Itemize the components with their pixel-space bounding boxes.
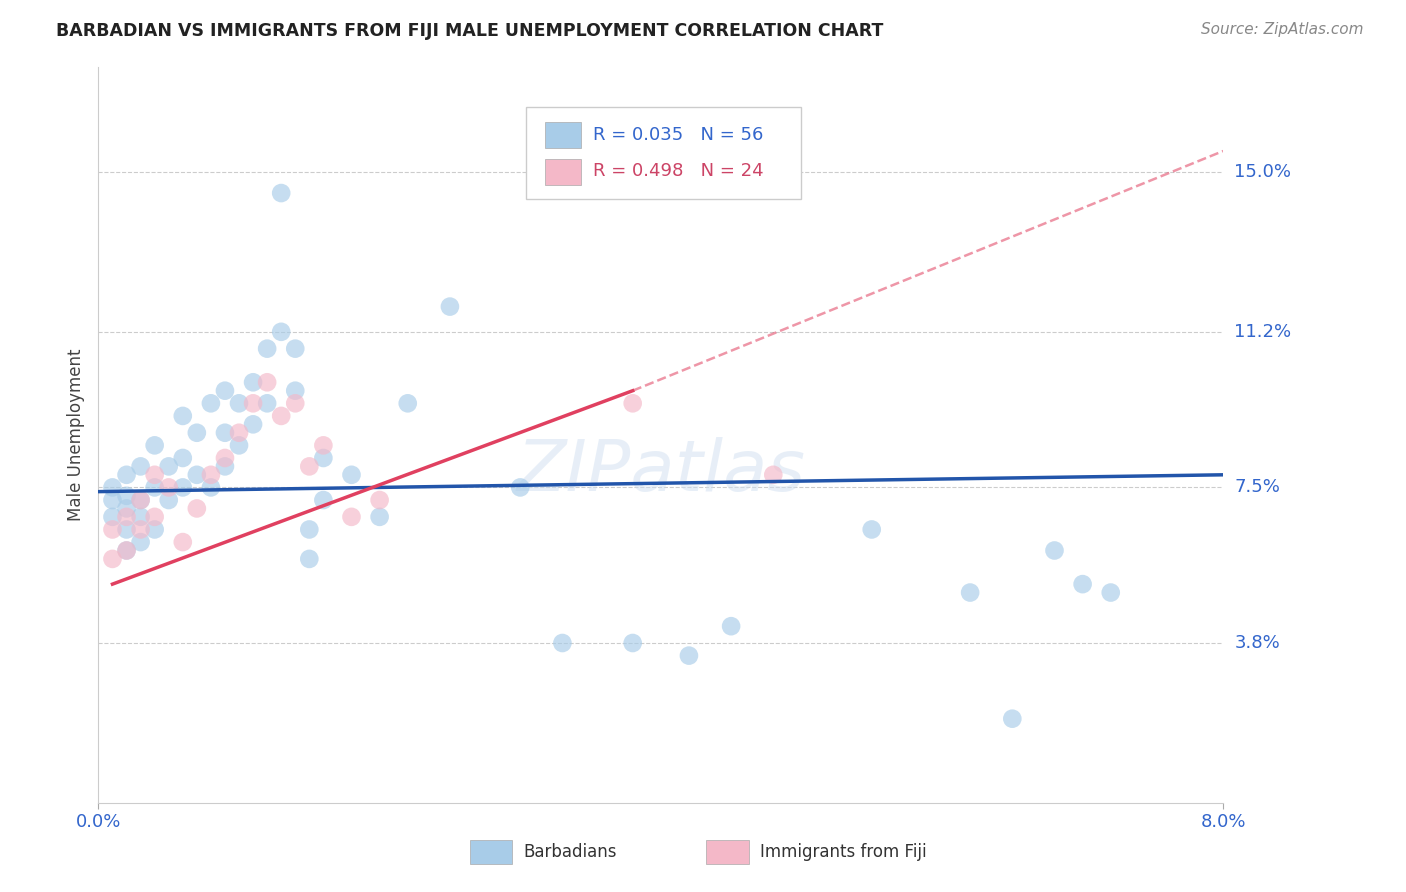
Point <box>1099 585 1122 599</box>
FancyBboxPatch shape <box>706 840 748 863</box>
Text: 3.8%: 3.8% <box>1234 634 1279 652</box>
Point <box>143 523 166 537</box>
Point <box>720 619 742 633</box>
Point <box>242 396 264 410</box>
Point <box>101 509 124 524</box>
Point <box>312 438 335 452</box>
Point <box>115 467 138 482</box>
Point <box>256 376 278 390</box>
Point <box>101 523 124 537</box>
Point <box>621 636 644 650</box>
Text: R = 0.498   N = 24: R = 0.498 N = 24 <box>593 162 763 180</box>
Point <box>214 384 236 398</box>
Point <box>157 480 180 494</box>
Point <box>129 509 152 524</box>
Point <box>228 438 250 452</box>
Point <box>242 417 264 432</box>
Text: Source: ZipAtlas.com: Source: ZipAtlas.com <box>1201 22 1364 37</box>
Point <box>228 396 250 410</box>
Point <box>129 523 152 537</box>
Point <box>214 425 236 440</box>
Point <box>186 501 208 516</box>
Point <box>200 396 222 410</box>
Point <box>312 493 335 508</box>
Point <box>115 501 138 516</box>
Text: 15.0%: 15.0% <box>1234 163 1291 181</box>
Point <box>157 493 180 508</box>
Text: Immigrants from Fiji: Immigrants from Fiji <box>759 843 927 861</box>
Point <box>298 459 321 474</box>
Point <box>186 467 208 482</box>
Point <box>439 300 461 314</box>
Point <box>860 523 883 537</box>
Point <box>143 467 166 482</box>
Point <box>340 467 363 482</box>
Point <box>115 543 138 558</box>
Point <box>1043 543 1066 558</box>
Point <box>256 342 278 356</box>
Point <box>101 552 124 566</box>
Point <box>115 543 138 558</box>
Point <box>509 480 531 494</box>
Point <box>101 480 124 494</box>
Point <box>551 636 574 650</box>
Point <box>284 342 307 356</box>
Point <box>284 384 307 398</box>
FancyBboxPatch shape <box>546 122 581 148</box>
Point <box>256 396 278 410</box>
Point <box>959 585 981 599</box>
Point <box>762 467 785 482</box>
Point <box>172 535 194 549</box>
Point <box>129 493 152 508</box>
Point <box>270 409 292 423</box>
Text: Barbadians: Barbadians <box>523 843 617 861</box>
Point <box>129 493 152 508</box>
Text: 7.5%: 7.5% <box>1234 478 1281 497</box>
Point <box>270 186 292 200</box>
Point <box>214 450 236 465</box>
Point <box>115 509 138 524</box>
Text: 11.2%: 11.2% <box>1234 323 1292 341</box>
Point <box>242 376 264 390</box>
Point <box>172 450 194 465</box>
Point <box>1001 712 1024 726</box>
Point <box>186 425 208 440</box>
Point <box>284 396 307 410</box>
Point <box>214 459 236 474</box>
Point <box>143 438 166 452</box>
Point <box>368 493 391 508</box>
Point <box>340 509 363 524</box>
Text: R = 0.035   N = 56: R = 0.035 N = 56 <box>593 126 763 144</box>
Point <box>298 552 321 566</box>
Text: ZIPatlas: ZIPatlas <box>516 437 806 506</box>
FancyBboxPatch shape <box>526 107 801 200</box>
Point <box>143 480 166 494</box>
Point <box>396 396 419 410</box>
Point <box>200 467 222 482</box>
Y-axis label: Male Unemployment: Male Unemployment <box>66 349 84 521</box>
Point <box>172 409 194 423</box>
Point <box>172 480 194 494</box>
Point <box>115 523 138 537</box>
Text: BARBADIAN VS IMMIGRANTS FROM FIJI MALE UNEMPLOYMENT CORRELATION CHART: BARBADIAN VS IMMIGRANTS FROM FIJI MALE U… <box>56 22 883 40</box>
Point <box>115 489 138 503</box>
FancyBboxPatch shape <box>546 159 581 185</box>
Point <box>101 493 124 508</box>
Point <box>621 396 644 410</box>
Point <box>129 459 152 474</box>
Point <box>129 535 152 549</box>
Point <box>228 425 250 440</box>
Point <box>298 523 321 537</box>
FancyBboxPatch shape <box>470 840 512 863</box>
Point <box>143 509 166 524</box>
Point <box>368 509 391 524</box>
Point <box>1071 577 1094 591</box>
Point <box>312 450 335 465</box>
Point <box>157 459 180 474</box>
Point <box>270 325 292 339</box>
Point <box>678 648 700 663</box>
Point <box>200 480 222 494</box>
